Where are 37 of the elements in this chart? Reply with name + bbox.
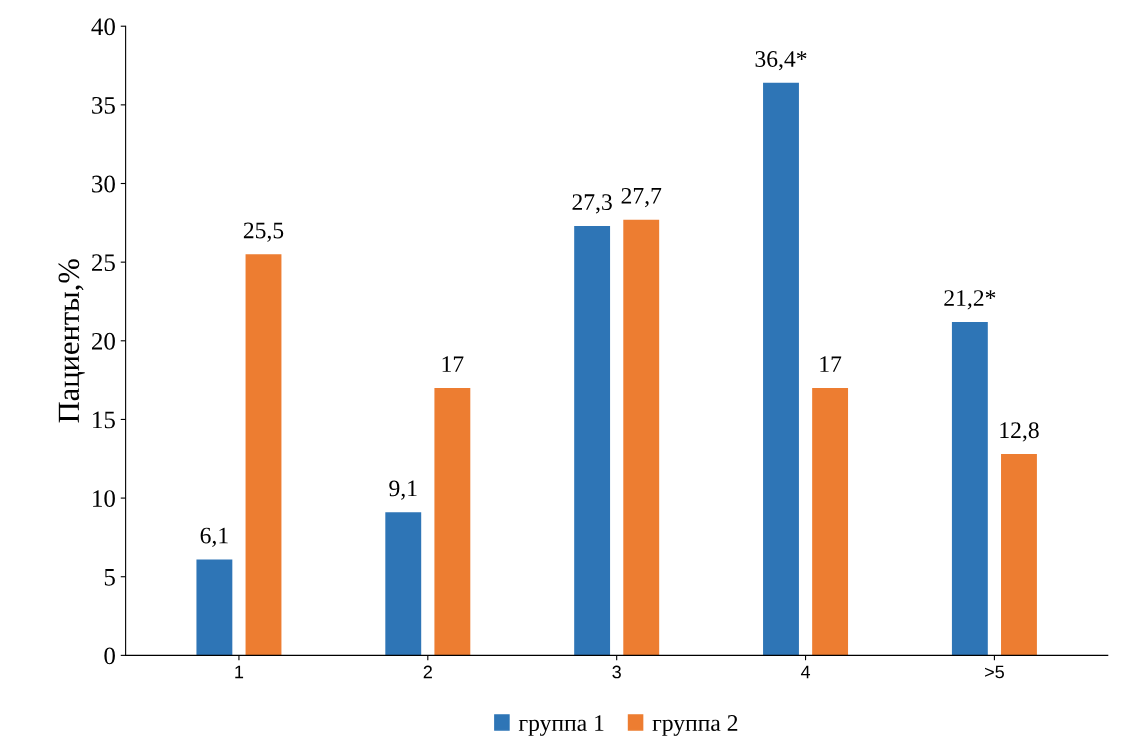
y-tick-label: 25 [92,254,115,272]
x-tick-label: >5 [985,665,1004,679]
x-tick-label: 4 [800,665,811,679]
legend-label: группа 2 [652,715,738,736]
x-tick-label: 1 [235,665,244,679]
data-label: 27,7 [621,187,662,208]
data-label: 27,3 [572,194,612,214]
data-label: 17 [820,356,842,372]
bar [951,321,988,656]
y-tick-label: 10 [93,490,115,507]
legend-label: группа 1 [518,715,604,736]
data-label: 17 [442,356,464,372]
data-label: 9,1 [389,480,417,500]
y-tick-label: 35 [92,96,115,114]
x-tick-label: 3 [612,665,621,679]
bar [1001,454,1037,656]
y-axis-title: Пациенты,% [58,259,85,423]
data-label: 21,2* [944,290,996,310]
bar [763,82,799,656]
y-tick-label: 20 [92,332,115,350]
bar [385,512,422,656]
data-label: 12,8 [1000,422,1039,442]
bar [245,254,282,656]
data-label: 6,1 [200,527,228,547]
bar [812,387,849,656]
data-label: 36,4* [755,51,807,71]
bar [196,559,233,656]
y-tick-label: 40 [91,18,115,36]
bar [434,387,471,656]
y-tick-label: 30 [92,175,115,193]
y-tick-label: 5 [104,569,115,586]
data-label: 25,5 [243,222,284,242]
bar [574,225,611,656]
x-tick-label: 2 [423,665,432,679]
bar [623,219,660,656]
y-tick-label: 15 [93,411,115,429]
y-tick-label: 0 [104,647,115,665]
